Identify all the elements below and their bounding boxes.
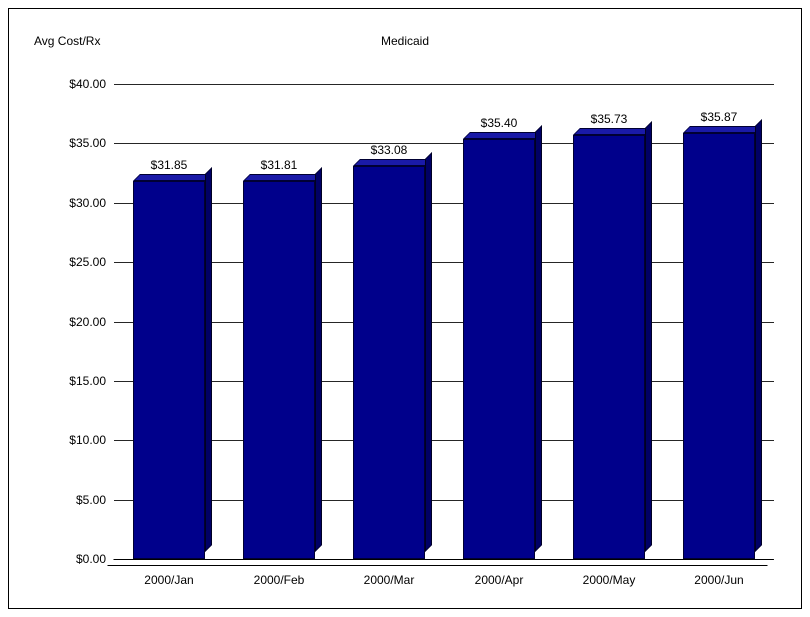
data-label: $35.73	[591, 112, 628, 126]
bar-top	[133, 174, 212, 181]
gridline	[114, 84, 774, 85]
gridline	[114, 143, 774, 144]
chart-title: Medicaid	[9, 34, 801, 48]
data-label: $35.40	[481, 116, 518, 130]
data-label: $31.81	[261, 158, 298, 172]
bar-side	[315, 167, 322, 552]
y-tick-label: $25.00	[54, 255, 106, 269]
bar-top	[353, 159, 432, 166]
bar-side	[645, 121, 652, 552]
x-tick-label: 2000/Feb	[254, 573, 305, 587]
chart-frame: Avg Cost/Rx Medicaid $0.00$5.00$10.00$15…	[8, 8, 802, 609]
y-tick-label: $15.00	[54, 374, 106, 388]
bar	[353, 166, 425, 559]
bar-top	[463, 132, 542, 139]
bar-front	[353, 166, 425, 559]
y-tick-label: $20.00	[54, 315, 106, 329]
bar-front	[573, 135, 645, 559]
bar-front	[243, 181, 315, 559]
y-tick-label: $10.00	[54, 433, 106, 447]
bar-side	[425, 152, 432, 552]
x-tick-label: 2000/Jan	[144, 573, 193, 587]
data-label: $31.85	[151, 158, 188, 172]
gridline	[114, 500, 774, 501]
gridline	[114, 322, 774, 323]
data-label: $35.87	[701, 110, 738, 124]
x-tick-label: 2000/Jun	[694, 573, 743, 587]
bar-top	[683, 126, 762, 133]
data-label: $33.08	[371, 143, 408, 157]
bar-top	[573, 128, 652, 135]
bar-side	[535, 125, 542, 552]
x-tick-label: 2000/Apr	[475, 573, 524, 587]
bar-side	[205, 167, 212, 552]
y-tick-label: $40.00	[54, 77, 106, 91]
x-tick-label: 2000/May	[583, 573, 636, 587]
bar	[133, 181, 205, 559]
bar-side	[755, 119, 762, 552]
gridline	[114, 381, 774, 382]
chart-floor	[107, 559, 774, 566]
bar-front	[683, 133, 755, 559]
gridline	[114, 203, 774, 204]
bar	[243, 181, 315, 559]
y-tick-label: $35.00	[54, 136, 106, 150]
y-tick-label: $5.00	[54, 493, 106, 507]
y-tick-label: $30.00	[54, 196, 106, 210]
bar	[573, 135, 645, 559]
gridline	[114, 262, 774, 263]
gridline	[114, 440, 774, 441]
bar-front	[133, 181, 205, 559]
gridline	[114, 559, 774, 560]
x-tick-label: 2000/Mar	[364, 573, 415, 587]
bar	[463, 139, 535, 559]
bar-top	[243, 174, 322, 181]
y-tick-label: $0.00	[54, 552, 106, 566]
bar	[683, 133, 755, 559]
plot-area: $0.00$5.00$10.00$15.00$20.00$25.00$30.00…	[114, 84, 774, 559]
bar-front	[463, 139, 535, 559]
